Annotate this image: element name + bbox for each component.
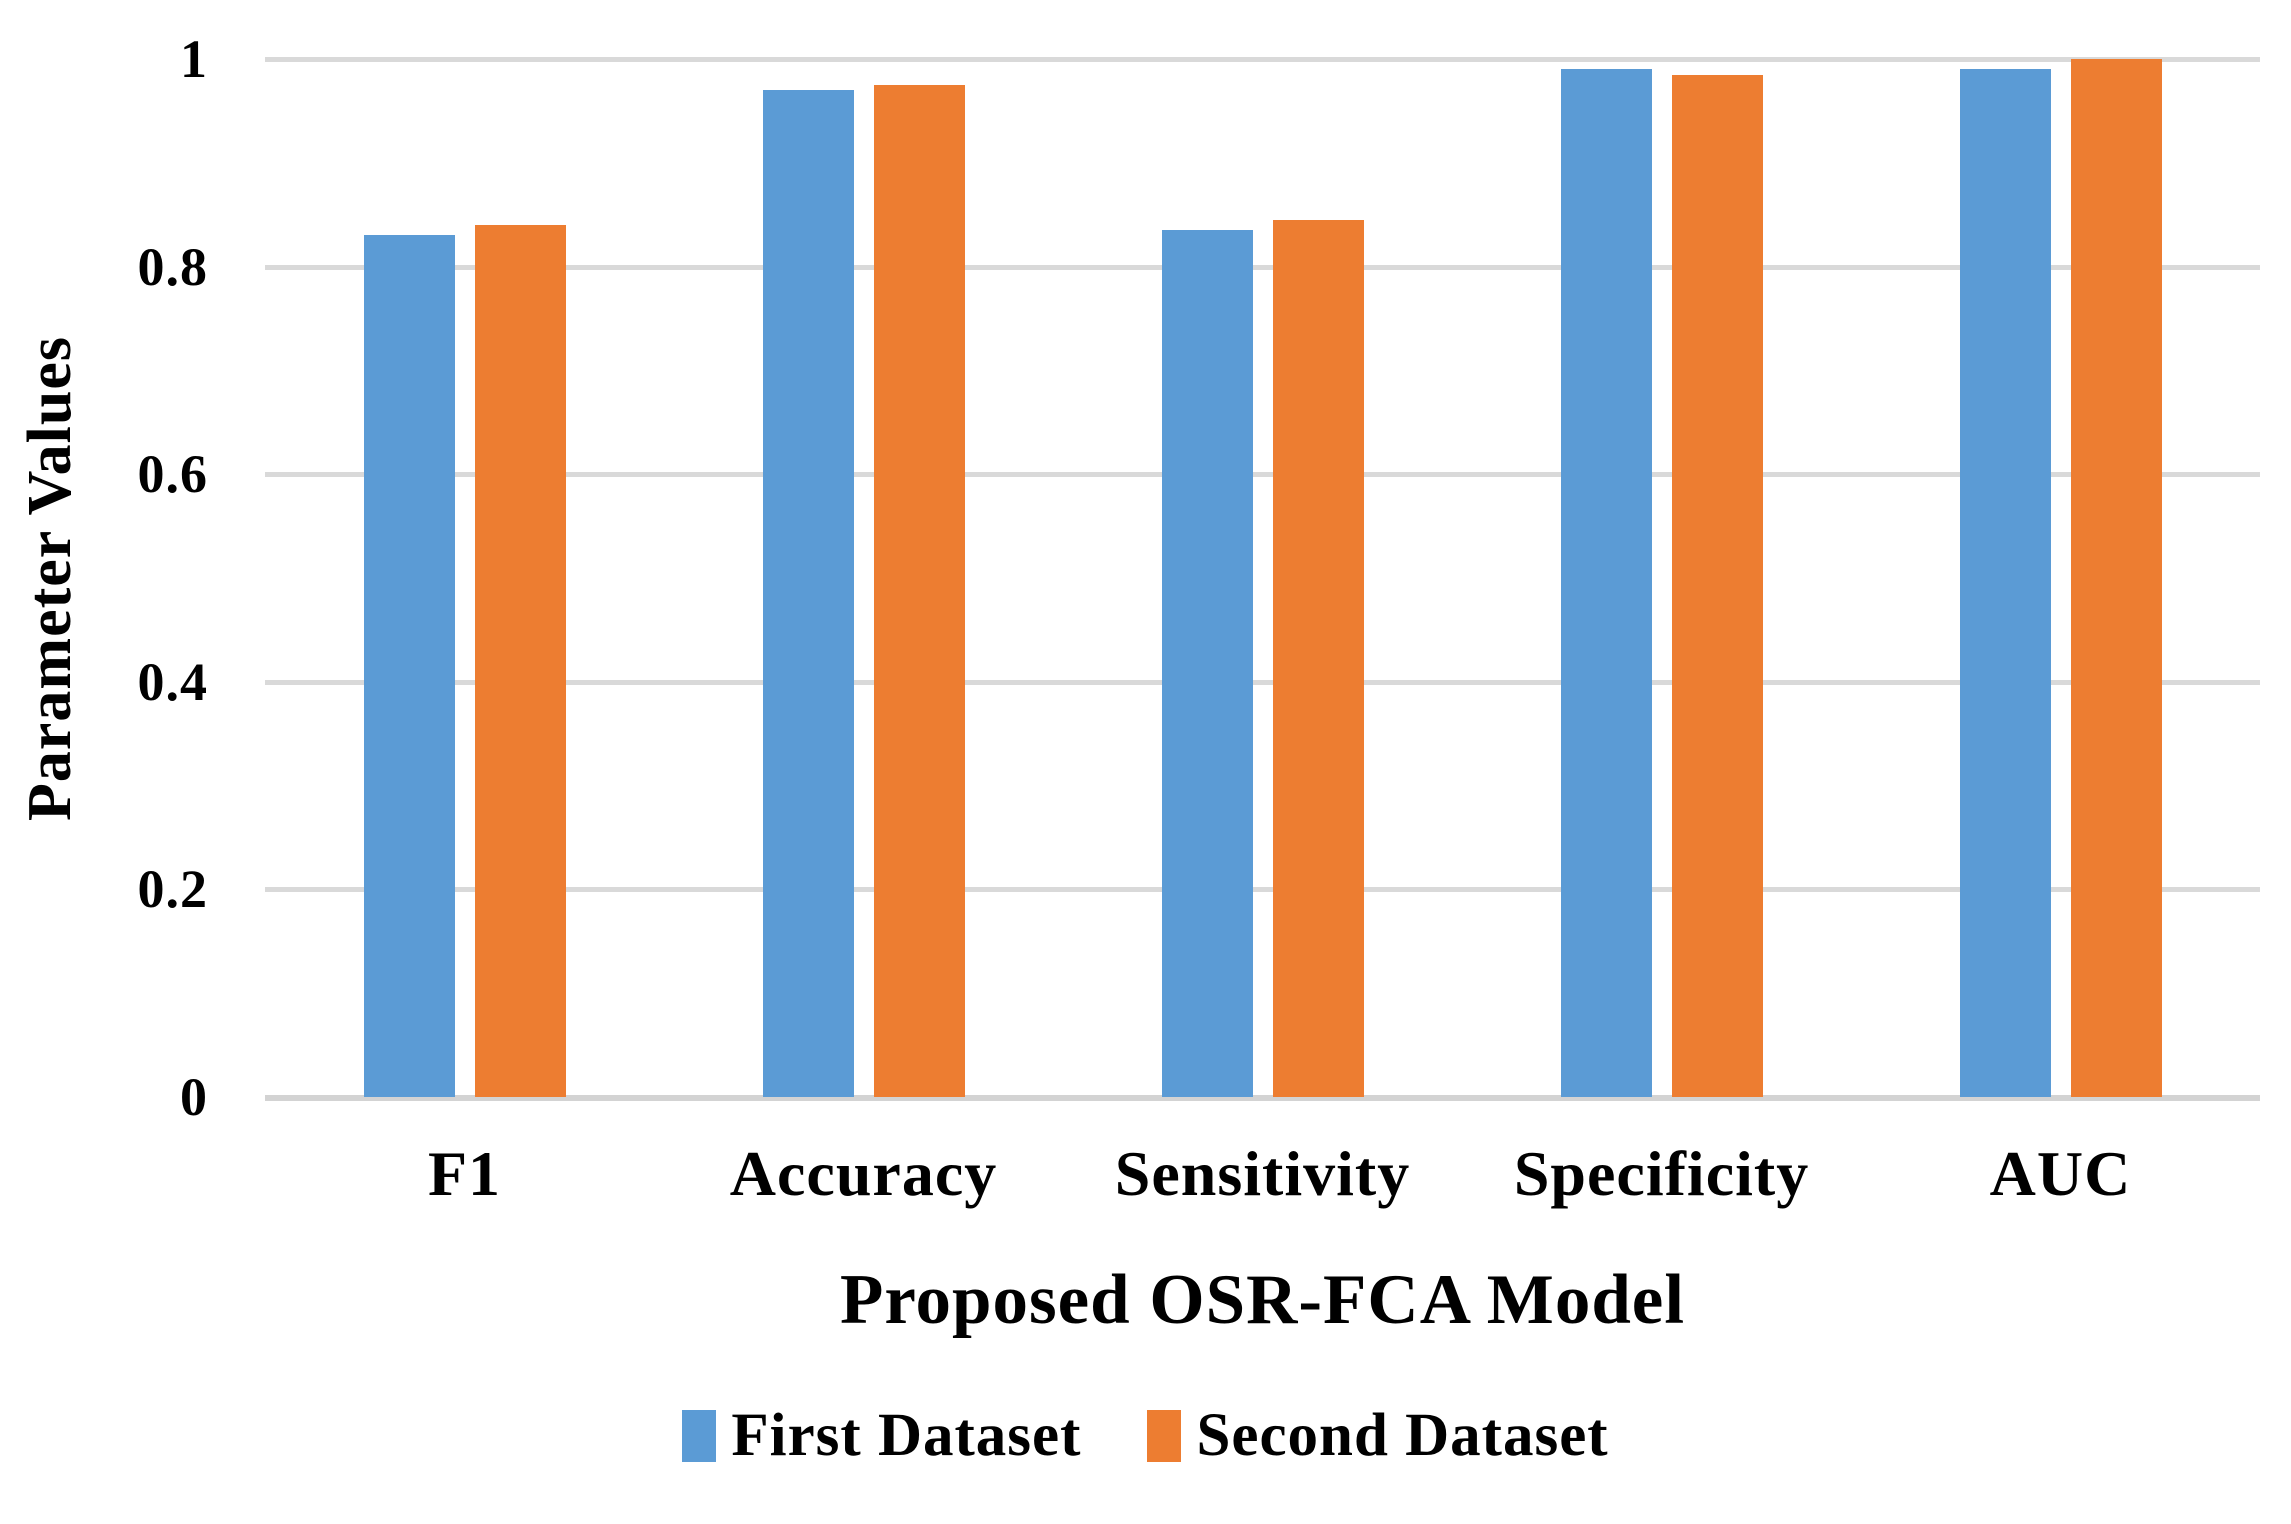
gridline-0.6: [265, 472, 2260, 478]
legend-swatch-icon: [682, 1410, 717, 1462]
legend-swatch-icon: [1147, 1410, 1182, 1462]
gridline-0.4: [265, 679, 2260, 685]
gridline-0: [265, 1095, 2260, 1101]
y-tick-label-0.4: 0.4: [137, 651, 208, 712]
bar-accuracy-first-dataset: [762, 90, 854, 1097]
legend-label: Second Dataset: [1196, 1402, 1609, 1469]
bar-f1-first-dataset: [363, 235, 455, 1097]
y-axis-tick-labels: 0 0.2 0.4 0.6 0.8 1: [0, 0, 208, 1524]
bar-f1-second-dataset: [474, 225, 566, 1097]
gridline-0.2: [265, 887, 2260, 893]
legend: First Dataset Second Dataset: [0, 1388, 2291, 1484]
bar-group-f1: [265, 59, 664, 1097]
legend-item-second-dataset: Second Dataset: [1147, 1401, 1608, 1471]
y-tick-label-0: 0: [180, 1067, 208, 1127]
gridline-1: [265, 57, 2260, 62]
bar-specificity-second-dataset: [1671, 74, 1763, 1097]
bar-accuracy-second-dataset: [873, 84, 965, 1097]
bar-groups: [265, 59, 2260, 1097]
x-category-label-auc: AUC: [1989, 1138, 2132, 1209]
bar-sensitivity-second-dataset: [1272, 219, 1364, 1097]
y-tick-label-1: 1: [180, 29, 208, 89]
bar-sensitivity-first-dataset: [1161, 230, 1253, 1097]
y-tick-label-0.8: 0.8: [137, 236, 208, 297]
x-category-label-specificity: Specificity: [1513, 1138, 1810, 1209]
legend-item-first-dataset: First Dataset: [682, 1401, 1081, 1471]
plot-area: [265, 57, 2260, 1101]
x-category-label-f1: F1: [427, 1138, 502, 1209]
legend-label: First Dataset: [731, 1402, 1082, 1469]
bar-specificity-first-dataset: [1560, 69, 1652, 1097]
bar-group-sensitivity: [1063, 59, 1462, 1097]
bar-group-specificity: [1462, 59, 1861, 1097]
bar-group-accuracy: [664, 59, 1063, 1097]
bar-group-auc: [1861, 59, 2260, 1097]
x-axis-category-labels: F1 Accuracy Sensitivity Specificity AUC: [265, 1128, 2260, 1220]
bar-auc-second-dataset: [2070, 59, 2162, 1097]
gridline-0.8: [265, 264, 2260, 270]
x-category-label-sensitivity: Sensitivity: [1114, 1138, 1411, 1209]
y-tick-label-0.2: 0.2: [137, 859, 208, 920]
bar-auc-first-dataset: [1959, 69, 2051, 1097]
y-tick-label-0.6: 0.6: [137, 444, 208, 505]
x-axis-title: Proposed OSR-FCA Model: [839, 1261, 1686, 1339]
x-category-label-accuracy: Accuracy: [729, 1138, 998, 1209]
